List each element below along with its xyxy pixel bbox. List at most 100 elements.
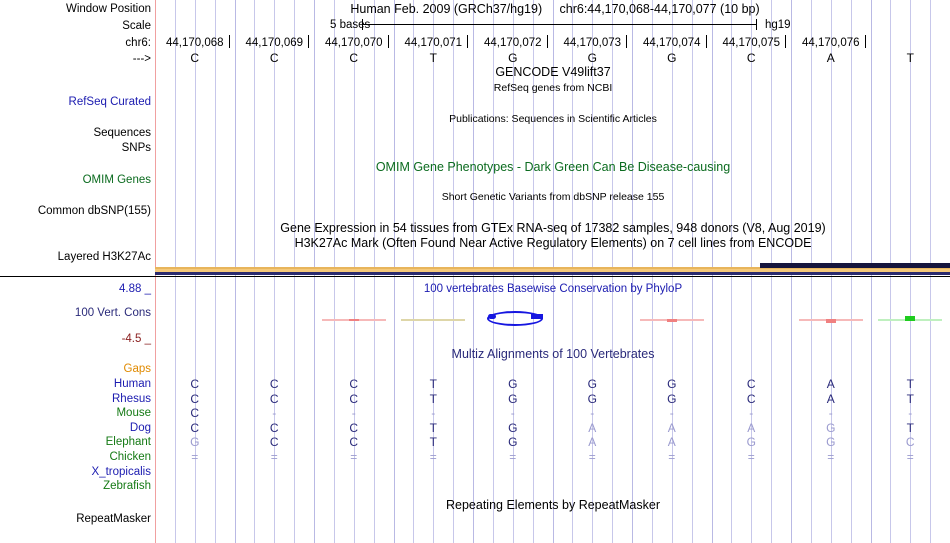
conservation-bar (905, 316, 916, 321)
ruler-base: C (190, 51, 200, 65)
label-layered-h3k27ac[interactable]: Layered H3K27Ac (57, 251, 151, 263)
label-snps[interactable]: SNPs (121, 142, 151, 154)
label-chrom: chr6: (125, 37, 151, 49)
alignment-base: G (667, 391, 677, 406)
ruler-tick (626, 35, 628, 48)
alignment-base: T (429, 420, 437, 435)
alignment-base: = (668, 450, 676, 464)
ruler-base: G (667, 51, 677, 65)
annotation-ellipse-head-icon (488, 314, 496, 319)
alignment-base: = (509, 450, 517, 464)
label-window-position: Window Position (65, 3, 151, 15)
track-title-publications: Publications: Sequences in Scientific Ar… (449, 113, 657, 125)
label-refseq-curated[interactable]: RefSeq Curated (68, 96, 151, 108)
alignment-base: - (828, 406, 833, 421)
conservation-bar (825, 319, 836, 324)
alignment-base: G (190, 435, 200, 450)
alignment-base: T (429, 391, 437, 406)
track-title-dbsnp: Short Genetic Variants from dbSNP releas… (441, 191, 665, 203)
alignment-base: - (431, 406, 436, 421)
alignment-base: C (269, 420, 279, 435)
alignment-base: C (349, 420, 359, 435)
label-repeatmasker[interactable]: RepeatMasker (76, 513, 151, 525)
alignment-base: A (826, 391, 835, 406)
ruler-tick (467, 35, 469, 48)
label-cons-max: 4.88 _ (119, 283, 151, 295)
alignment-base: = (827, 450, 835, 464)
conservation-baseline-mark (401, 319, 466, 321)
alignment-base: C (349, 435, 359, 450)
species-label-rhesus[interactable]: Rhesus (112, 392, 151, 405)
label-gaps[interactable]: Gaps (123, 363, 152, 375)
alignment-base: G (826, 420, 836, 435)
label-cons-min: -4.5 _ (121, 333, 151, 345)
alignment-base: C (269, 391, 279, 406)
ruler-coordinate: 44,170,069 (245, 37, 304, 49)
species-label-dog[interactable]: Dog (129, 421, 151, 434)
alignment-base: G (508, 435, 518, 450)
label-strand: ---> (132, 53, 151, 65)
alignment-base: = (350, 450, 358, 464)
ruler-base: G (587, 51, 597, 65)
ruler-tick (785, 35, 787, 48)
ruler-tick (387, 35, 389, 48)
alignment-base: - (351, 406, 356, 421)
label-vert-cons[interactable]: 100 Vert. Cons (74, 307, 151, 319)
alignment-base: T (906, 377, 914, 391)
alignment-base: A (667, 420, 676, 435)
assembly-badge: hg19 (765, 19, 791, 31)
ruler-tick (864, 35, 866, 48)
ruler-base: T (906, 51, 914, 65)
ruler-tick (705, 35, 707, 48)
alignment-base: - (669, 406, 674, 421)
ruler-base: C (269, 51, 279, 65)
alignment-base: - (749, 406, 754, 421)
alignment-base: C (349, 391, 359, 406)
assembly-title: Human Feb. 2009 (GRCh37/hg19) (350, 2, 543, 16)
alignment-base: T (906, 420, 914, 435)
alignment-base: = (588, 450, 596, 464)
alignment-base: - (510, 406, 515, 421)
label-omim-genes[interactable]: OMIM Genes (82, 174, 151, 186)
label-common-dbsnp[interactable]: Common dbSNP(155) (37, 205, 151, 217)
h3k27ac-band-fill (155, 269, 950, 272)
alignment-base: C (269, 377, 279, 391)
conservation-bar (666, 319, 677, 322)
track-title-h3k27ac: H3K27Ac Mark (Often Found Near Active Re… (294, 236, 812, 250)
species-label-human[interactable]: Human (113, 378, 151, 390)
scale-label: 5 bases (330, 19, 371, 31)
alignment-base: C (190, 406, 200, 421)
alignment-base: C (905, 435, 915, 450)
track-title-phylop: 100 vertebrates Basewise Conservation by… (423, 283, 683, 295)
species-label-elephant[interactable]: Elephant (105, 436, 151, 449)
ruler-base: C (349, 51, 359, 65)
alignment-base: G (508, 420, 518, 435)
track-separator (0, 276, 950, 277)
track-title-repeats: Repeating Elements by RepeatMasker (445, 498, 661, 512)
h3k27ac-dark-cap-right (760, 263, 950, 268)
conservation-bar (348, 319, 359, 322)
species-label-chicken[interactable]: Chicken (109, 451, 151, 463)
alignment-base: - (590, 406, 595, 421)
ruler-base: A (826, 51, 835, 65)
alignment-base: C (269, 435, 279, 450)
alignment-base: C (746, 377, 756, 391)
ruler-base: G (508, 51, 518, 65)
ruler-tick (546, 35, 548, 48)
h3k27ac-band-top (155, 267, 950, 269)
alignment-base: A (747, 420, 756, 435)
alignment-base: C (746, 391, 756, 406)
alignment-base: C (190, 391, 200, 406)
ruler-coordinate: 44,170,071 (404, 37, 463, 49)
species-label-x_tropicalis[interactable]: X_tropicalis (91, 465, 151, 478)
alignment-base: T (429, 377, 437, 391)
label-sequences[interactable]: Sequences (93, 127, 151, 139)
ruler-coordinate: 44,170,072 (483, 37, 542, 49)
species-label-zebrafish[interactable]: Zebrafish (103, 480, 151, 493)
ruler-coordinate: 44,170,073 (563, 37, 622, 49)
ruler-coordinate: 44,170,070 (324, 37, 383, 49)
alignment-base: C (349, 377, 359, 391)
species-label-mouse[interactable]: Mouse (116, 407, 151, 420)
ruler-coordinate: 44,170,076 (801, 37, 860, 49)
